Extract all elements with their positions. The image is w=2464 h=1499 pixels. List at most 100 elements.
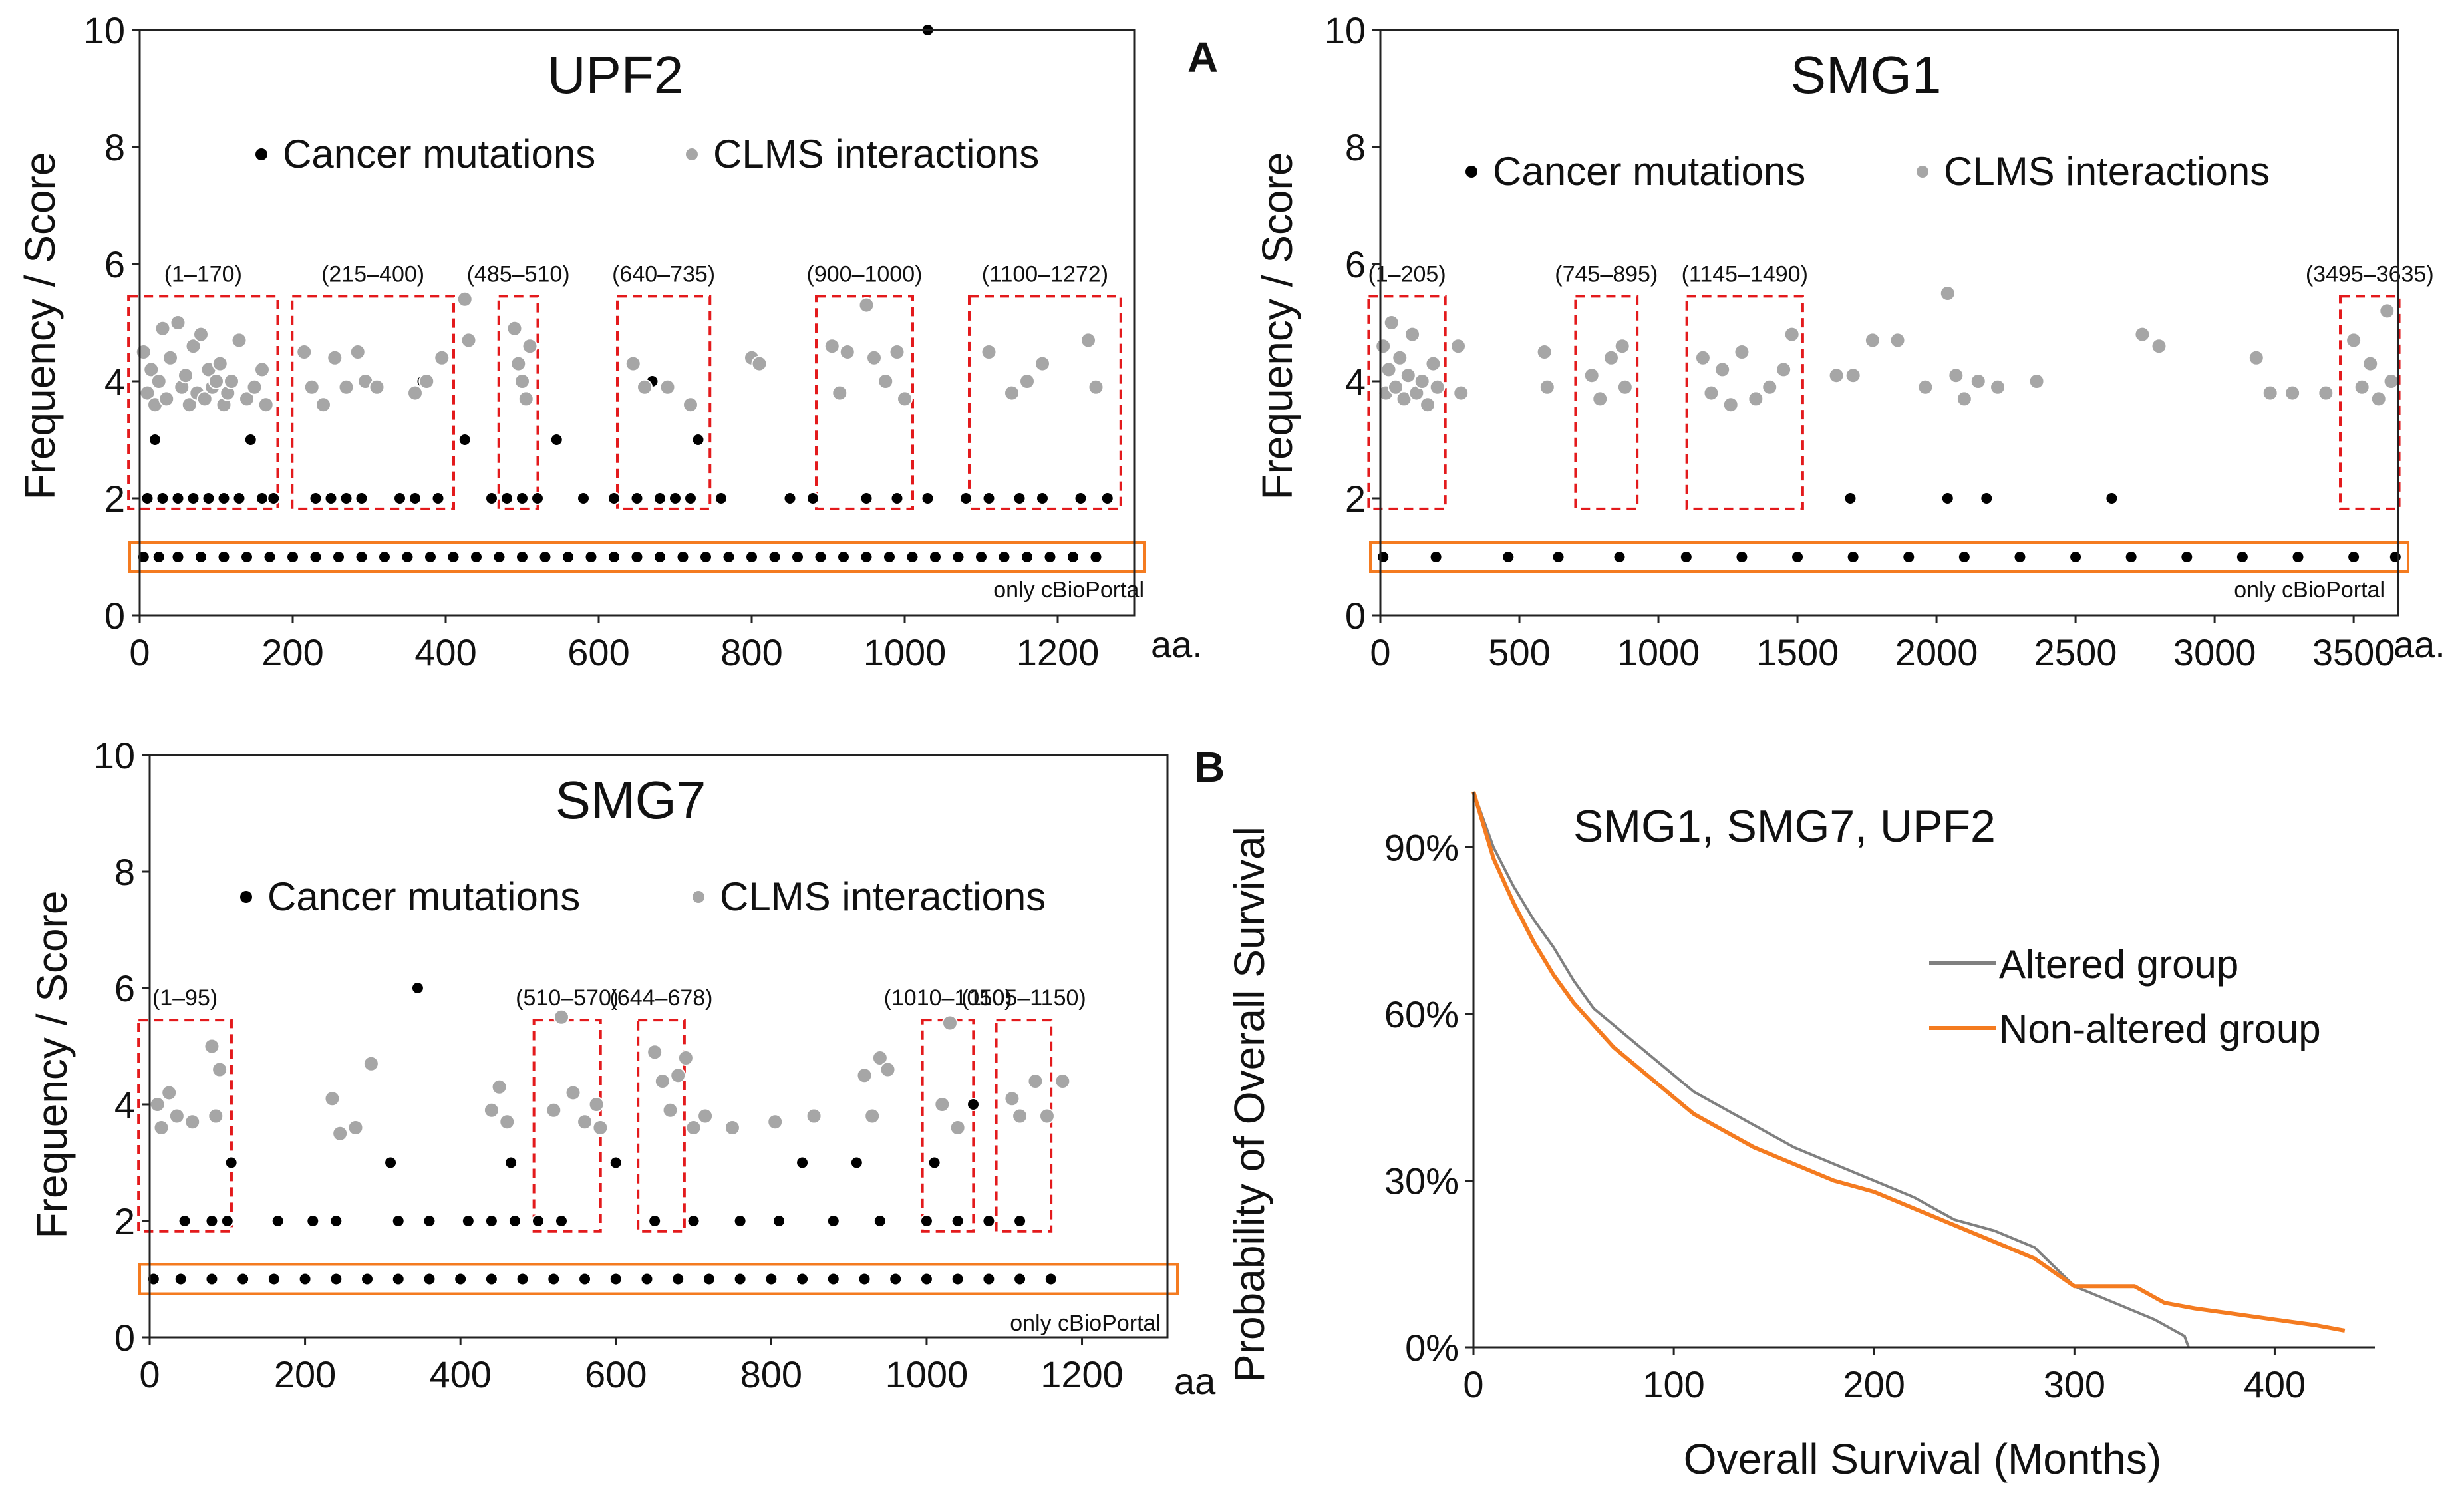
- smg1-mutation-point: [1551, 550, 1565, 564]
- smg7-mutation-point: [531, 1214, 545, 1228]
- smg7-mutation-point: [410, 981, 424, 995]
- smg7-region-label: (510–570): [516, 985, 619, 1011]
- upf2-mutation-point: [722, 550, 736, 564]
- upf2-mutation-point: [140, 492, 154, 505]
- smg1-clms-point: [2151, 338, 2167, 355]
- smg1-mutation-point: [2291, 550, 2305, 564]
- smg7-mutation-point: [454, 1272, 468, 1286]
- upf2-mutation-point: [1043, 550, 1057, 564]
- upf2-mutation-point: [156, 492, 170, 505]
- smg7-legend-black-marker: [240, 891, 252, 903]
- smg1-clms-point: [2284, 385, 2301, 401]
- smg7-clms-point: [1054, 1073, 1071, 1089]
- smg7-region-label: (1010–1050): [884, 985, 1012, 1011]
- upf2-mutation-point: [607, 550, 621, 564]
- smg7-mutation-point: [687, 1214, 700, 1228]
- smg7-mutation-point: [384, 1156, 398, 1170]
- upf2-mutation-point: [324, 492, 338, 505]
- survival-title: SMG1, SMG7, UPF2: [1573, 801, 1996, 852]
- smg7-ytick-label: 10: [94, 735, 135, 776]
- smg1-clms-point: [1748, 391, 1764, 407]
- upf2-clms-point: [349, 344, 366, 360]
- smg7-xtick-label: 1000: [885, 1353, 969, 1395]
- upf2-mutation-point: [232, 492, 246, 505]
- upf2-mutation-point: [859, 492, 873, 505]
- upf2-mutation-point: [531, 492, 544, 505]
- smg7-mutation-point: [671, 1272, 685, 1286]
- smg1-ytick-label: 0: [1345, 595, 1366, 637]
- upf2-clms-point: [407, 385, 423, 401]
- survival-xtick-label: 200: [1843, 1363, 1905, 1405]
- smg1-clms-point: [1775, 361, 1792, 378]
- upf2-mutation-point: [1036, 492, 1049, 505]
- smg1-clms-point: [1425, 355, 1442, 372]
- smg7-mutation-point: [982, 1272, 996, 1286]
- smg7-mutation-point: [220, 1214, 234, 1228]
- smg7-region-label: (644–678): [609, 985, 712, 1011]
- upf2-xtick-label: 1200: [1016, 631, 1100, 673]
- upf2-clms-point: [659, 379, 676, 395]
- smg1-clms-point: [2354, 379, 2370, 395]
- smg7-clms-point: [565, 1084, 581, 1101]
- upf2-mutation-point: [768, 550, 782, 564]
- upf2-legend: Cancer mutations CLMS interactions: [255, 132, 1039, 176]
- smg7-legend-gray-label: CLMS interactions: [720, 874, 1046, 919]
- smg7-mutation-point: [267, 1272, 281, 1286]
- upf2-legend-gray-label: CLMS interactions: [713, 132, 1039, 176]
- survival-chart: 0% 30% 60% 90% 0 100 200 300 400 SMG1, SMG7, UPF…: [1225, 791, 2375, 1483]
- upf2-ytick-label: 8: [104, 126, 125, 168]
- smg7-ytick-label: 8: [114, 851, 135, 893]
- upf2-mutation-point: [485, 492, 498, 505]
- upf2-mutation-point: [607, 492, 621, 505]
- smg1-band-rect: [1369, 541, 2409, 573]
- smg1-legend-gray-label: CLMS interactions: [1944, 149, 2270, 194]
- smg1-ytick-label: 2: [1345, 478, 1366, 520]
- smg1-clms-point: [1536, 344, 1553, 360]
- smg1-ytick-label: 10: [1324, 9, 1366, 51]
- upf2-mutation-point: [1100, 492, 1114, 505]
- upf2-clms-point: [178, 367, 194, 384]
- upf2-clms-point: [254, 361, 270, 378]
- smg7-clms-point: [1012, 1108, 1028, 1124]
- upf2-xtick-label: 1000: [863, 631, 947, 673]
- smg1-mutation-point: [2013, 550, 2027, 564]
- upf2-legend-black-label: Cancer mutations: [283, 132, 595, 176]
- smg7-mutation-point: [329, 1214, 343, 1228]
- smg1-clms-point: [1387, 379, 1404, 395]
- smg7-region-label: (1–95): [152, 985, 218, 1011]
- upf2-mutation-point: [630, 550, 644, 564]
- upf2-clms-point: [224, 373, 239, 389]
- survival-lines: [1471, 791, 2346, 1348]
- smg7-mutation-point: [178, 1214, 192, 1228]
- smg1-clms-point: [1614, 338, 1630, 355]
- smg1-marks: [1375, 285, 2402, 564]
- smg1-ytick-label: 8: [1345, 126, 1366, 168]
- survival-xlabel: Overall Survival (Months): [1684, 1435, 2161, 1483]
- upf2-mutation-point: [1020, 550, 1034, 564]
- smg1-chart: (1–205) (745–895) (1145–1490) (3495–3635) 0…: [1253, 9, 2445, 673]
- smg1-frame: [1379, 29, 2399, 617]
- smg7-frame: [148, 754, 1169, 1339]
- survival-ytick-label: 60%: [1384, 993, 1459, 1035]
- upf2-region-box: [616, 295, 712, 510]
- upf2-mutation-point: [339, 492, 353, 505]
- upf2-mutation-point: [791, 550, 804, 564]
- smg1-clms-point: [1603, 349, 1619, 366]
- upf2-clms-point: [231, 332, 247, 349]
- upf2-clms-point: [338, 379, 355, 395]
- upf2-clms-point: [1088, 379, 1104, 395]
- upf2-mutation-point: [263, 550, 277, 564]
- smg7-region-box: [137, 1019, 233, 1233]
- upf2-mutation-point: [186, 492, 200, 505]
- upf2-clms-point: [897, 391, 913, 407]
- upf2-xunit: aa.: [1151, 623, 1203, 665]
- smg1-legend: Cancer mutations CLMS interactions: [1465, 149, 2270, 194]
- upf2-band-rect: [128, 541, 1146, 573]
- upf2-mutation-point: [699, 550, 712, 564]
- upf2-mutation-point: [332, 550, 345, 564]
- upf2-mutation-point: [431, 492, 445, 505]
- smg7-clms-point: [499, 1114, 516, 1130]
- smg7-mutation-point: [504, 1156, 518, 1170]
- upf2-region-label: (1100–1272): [982, 261, 1108, 287]
- smg7-mutation-point: [422, 1272, 436, 1286]
